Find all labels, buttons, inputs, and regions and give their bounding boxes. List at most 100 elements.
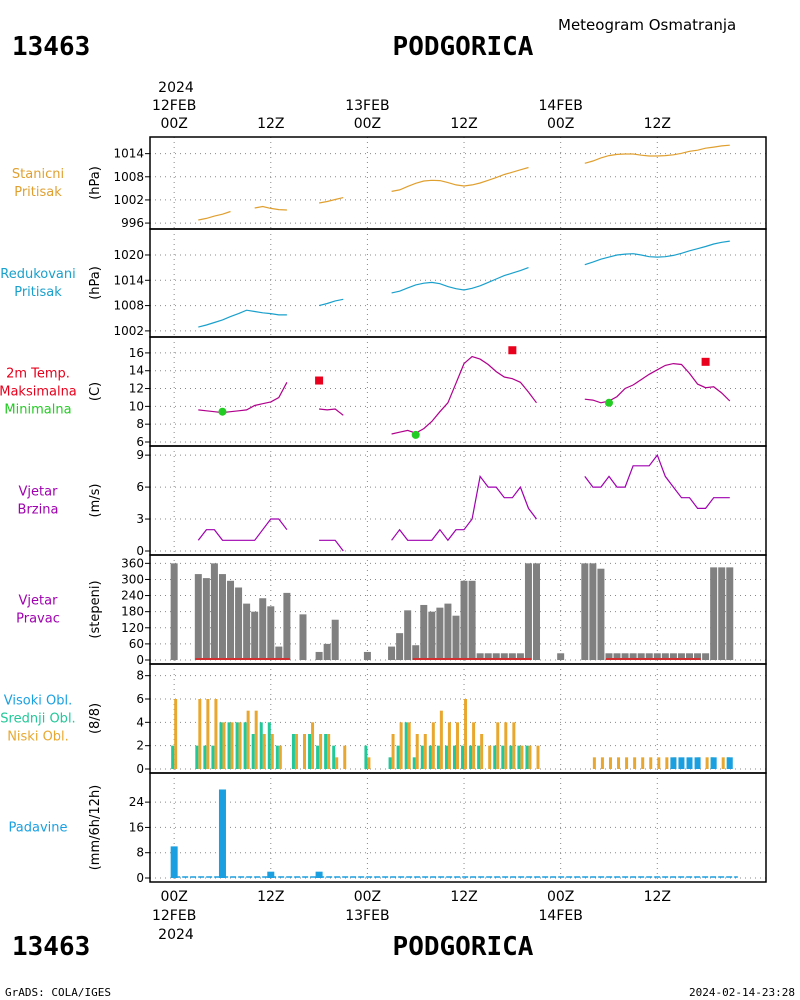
wind-direction-bar [621, 653, 629, 660]
cloud-bar-mid [235, 722, 239, 769]
y-tick-label: 1008 [113, 170, 144, 184]
cloud-bar-mid [275, 745, 279, 769]
cloud-bar-low [407, 722, 411, 769]
cloud-bar-low [367, 757, 371, 769]
series-line [198, 309, 287, 328]
footer-right: 2024-02-14-23:28 [689, 986, 795, 999]
y-tick-label: 2 [136, 739, 144, 753]
min-temp-marker [604, 398, 613, 407]
y-tick-label: 14 [129, 364, 144, 378]
cloud-bar-low [705, 757, 709, 769]
wind-direction-bar [388, 646, 396, 660]
station-id-top: 13463 [12, 32, 90, 62]
bottom-time-label: 00Z [354, 889, 381, 905]
wind-direction-bar [251, 611, 259, 660]
y-tick-label: 10 [129, 399, 144, 413]
cloud-bar-high [694, 757, 701, 769]
y-tick-label: 360 [121, 556, 144, 570]
wind-direction-bar [516, 653, 524, 660]
cloud-bar-mid [493, 745, 497, 769]
panel-label: Niski Obl. [7, 730, 69, 745]
cloud-bar-low [641, 757, 645, 769]
cloud-bar-mid [469, 745, 473, 769]
cloud-bar-mid [388, 757, 392, 769]
top-year: 2024 [158, 80, 194, 96]
series-line [198, 382, 288, 414]
product-title: Meteogram Osmatranja [558, 16, 736, 34]
panel-frame [149, 228, 767, 338]
cloud-bar-mid [412, 757, 416, 769]
cloud-bar-low [455, 722, 459, 769]
y-tick-label: 16 [129, 346, 144, 360]
precip-bar [170, 846, 178, 878]
wind-direction-bar [283, 592, 291, 660]
cloud-bar-low [504, 722, 508, 769]
cloud-bar-low [512, 722, 516, 769]
cloud-bar-low [254, 710, 258, 769]
y-tick-label: 240 [121, 589, 144, 603]
cloud-bar-high [678, 757, 685, 769]
cloud-bar-low [423, 734, 427, 769]
cloud-bar-low [246, 710, 250, 769]
cloud-bar-low [335, 757, 339, 769]
cloud-bar-mid [211, 745, 215, 769]
cloud-bar-low [600, 757, 604, 769]
y-tick-label: 1002 [113, 324, 144, 338]
bottom-date-label: 14FEB [539, 908, 583, 924]
cloud-bar-mid [332, 745, 336, 769]
precip-bar [267, 871, 275, 878]
wind-direction-bar [661, 653, 669, 660]
y-tick-label: 8 [136, 417, 144, 431]
y-tick-label: 300 [121, 572, 144, 586]
series-line [584, 144, 730, 164]
wind-direction-bar [275, 646, 283, 660]
series-line [391, 267, 529, 294]
cloud-bar-low [198, 699, 202, 769]
wind-direction-bar [653, 653, 661, 660]
top-time-label: 00Z [354, 116, 381, 132]
y-axis-label: (m/s) [88, 484, 103, 518]
cloud-bar-mid [477, 745, 481, 769]
cloud-bar-low [536, 745, 540, 769]
max-temp-marker [315, 376, 324, 385]
bottom-date-label: 13FEB [345, 908, 389, 924]
wind-direction-bar [710, 567, 718, 660]
panel-frame [149, 772, 767, 883]
series-line [319, 408, 344, 416]
precip-bar [218, 789, 226, 878]
cloud-bar-mid [171, 745, 175, 769]
cloud-bar-mid [461, 745, 465, 769]
cloud-bar-low [206, 699, 210, 769]
wind-direction-bar [202, 578, 210, 660]
cloud-bar-mid [291, 734, 295, 769]
wind-direction-bar [452, 615, 460, 660]
cloud-bar-low [343, 745, 347, 769]
cloud-bar-mid [324, 734, 328, 769]
cloud-bar-low [278, 745, 282, 769]
y-tick-label: 1008 [113, 299, 144, 313]
wind-direction-bar [686, 653, 694, 660]
cloud-bar-low [262, 734, 266, 769]
panel-label: Padavine [9, 821, 68, 836]
cloud-bar-low [528, 745, 532, 769]
y-tick-label: 0 [136, 871, 144, 885]
panel-precipitation: 0 8 16 24 (mm/6h/12h) Padavine [9, 772, 767, 885]
cloud-bar-mid [219, 722, 223, 769]
cloud-bar-mid [517, 745, 521, 769]
panel-station_pressure: 996 1002 1008 1014 (hPa) Stanicni Pritisak [12, 136, 767, 230]
bottom-date-label: 12FEB [152, 908, 196, 924]
cloud-bar-mid [243, 722, 247, 769]
wind-direction-bar [170, 563, 178, 660]
cloud-bar-low [222, 722, 226, 769]
wind-direction-bar [404, 610, 412, 660]
wind-direction-bar [331, 619, 339, 660]
cloud-bar-low [721, 757, 725, 769]
cloud-bar-mid [316, 745, 320, 769]
cloud-bar-low [327, 734, 331, 769]
panel-label: Minimalna [4, 403, 71, 418]
panel-label: Maksimalna [0, 385, 77, 400]
cloud-bar-low [230, 722, 234, 769]
top-date-label: 13FEB [345, 98, 389, 114]
y-tick-label: 6 [136, 435, 144, 449]
